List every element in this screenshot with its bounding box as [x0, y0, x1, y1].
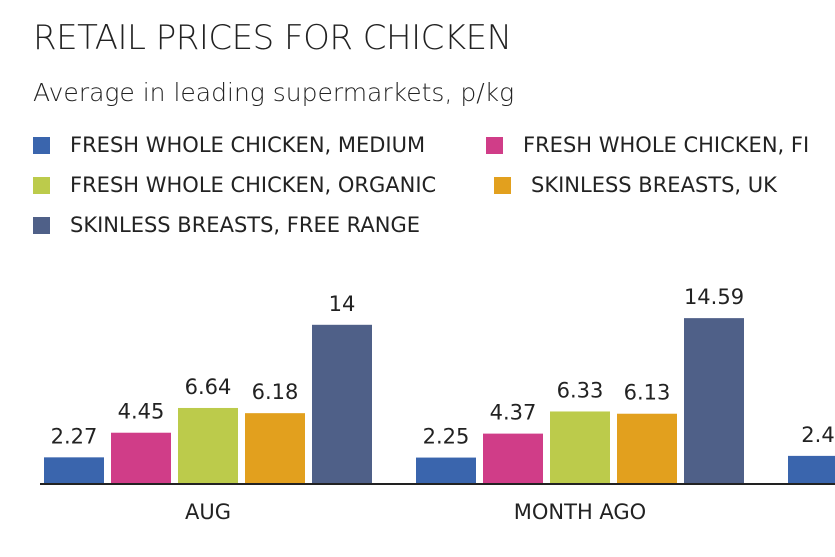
legend-item: SKINLESS BREASTS, FREE RANGE	[33, 213, 420, 237]
legend-swatch	[494, 176, 511, 194]
data-label: 4.37	[490, 401, 537, 425]
bar	[416, 457, 476, 483]
bar	[617, 413, 677, 483]
legend-item: FRESH WHOLE CHICKEN, ORGANIC	[33, 173, 436, 197]
legend-item: FRESH WHOLE CHICKEN, MEDIUM	[33, 133, 425, 157]
legend-label: FRESH WHOLE CHICKEN, ORGANIC	[70, 173, 437, 197]
legend-label: FRESH WHOLE CHICKEN, FI	[523, 133, 810, 157]
bar	[550, 411, 610, 483]
legend-swatch	[33, 136, 50, 154]
data-label: 4.45	[118, 400, 165, 424]
legend-item: SKINLESS BREASTS, UK	[494, 173, 777, 197]
data-label: 2.25	[423, 425, 470, 449]
legend-label: FRESH WHOLE CHICKEN, MEDIUM	[70, 133, 426, 157]
chart-title: RETAIL PRICES FOR CHICKEN	[33, 18, 512, 58]
data-label: 6.13	[624, 381, 671, 405]
bar	[245, 413, 305, 483]
x-tick-label: MONTH AGO	[514, 500, 646, 524]
x-tick-label: AUG	[185, 500, 231, 524]
data-label: 6.33	[557, 378, 604, 402]
legend-swatch	[486, 136, 503, 154]
chart-subtitle: Average in leading supermarkets, p/kg	[33, 78, 515, 107]
data-label: 6.64	[185, 375, 232, 399]
bar	[111, 432, 171, 483]
data-label: 14	[329, 292, 356, 316]
data-label: 6.18	[252, 380, 299, 404]
legend-swatch	[33, 216, 50, 234]
data-label: 2.27	[51, 424, 98, 448]
data-label: 14.59	[684, 285, 744, 309]
bar	[483, 433, 543, 483]
legend-label: SKINLESS BREASTS, FREE RANGE	[70, 213, 421, 237]
bar	[788, 455, 835, 483]
data-label: 2.4	[801, 423, 834, 447]
legend-label: SKINLESS BREASTS, UK	[531, 173, 777, 197]
bar	[178, 407, 238, 483]
legend-item: FRESH WHOLE CHICKEN, FI	[486, 133, 809, 157]
bar	[684, 318, 744, 483]
legend-swatch	[33, 176, 50, 194]
bar	[44, 457, 104, 483]
bar	[312, 324, 372, 483]
